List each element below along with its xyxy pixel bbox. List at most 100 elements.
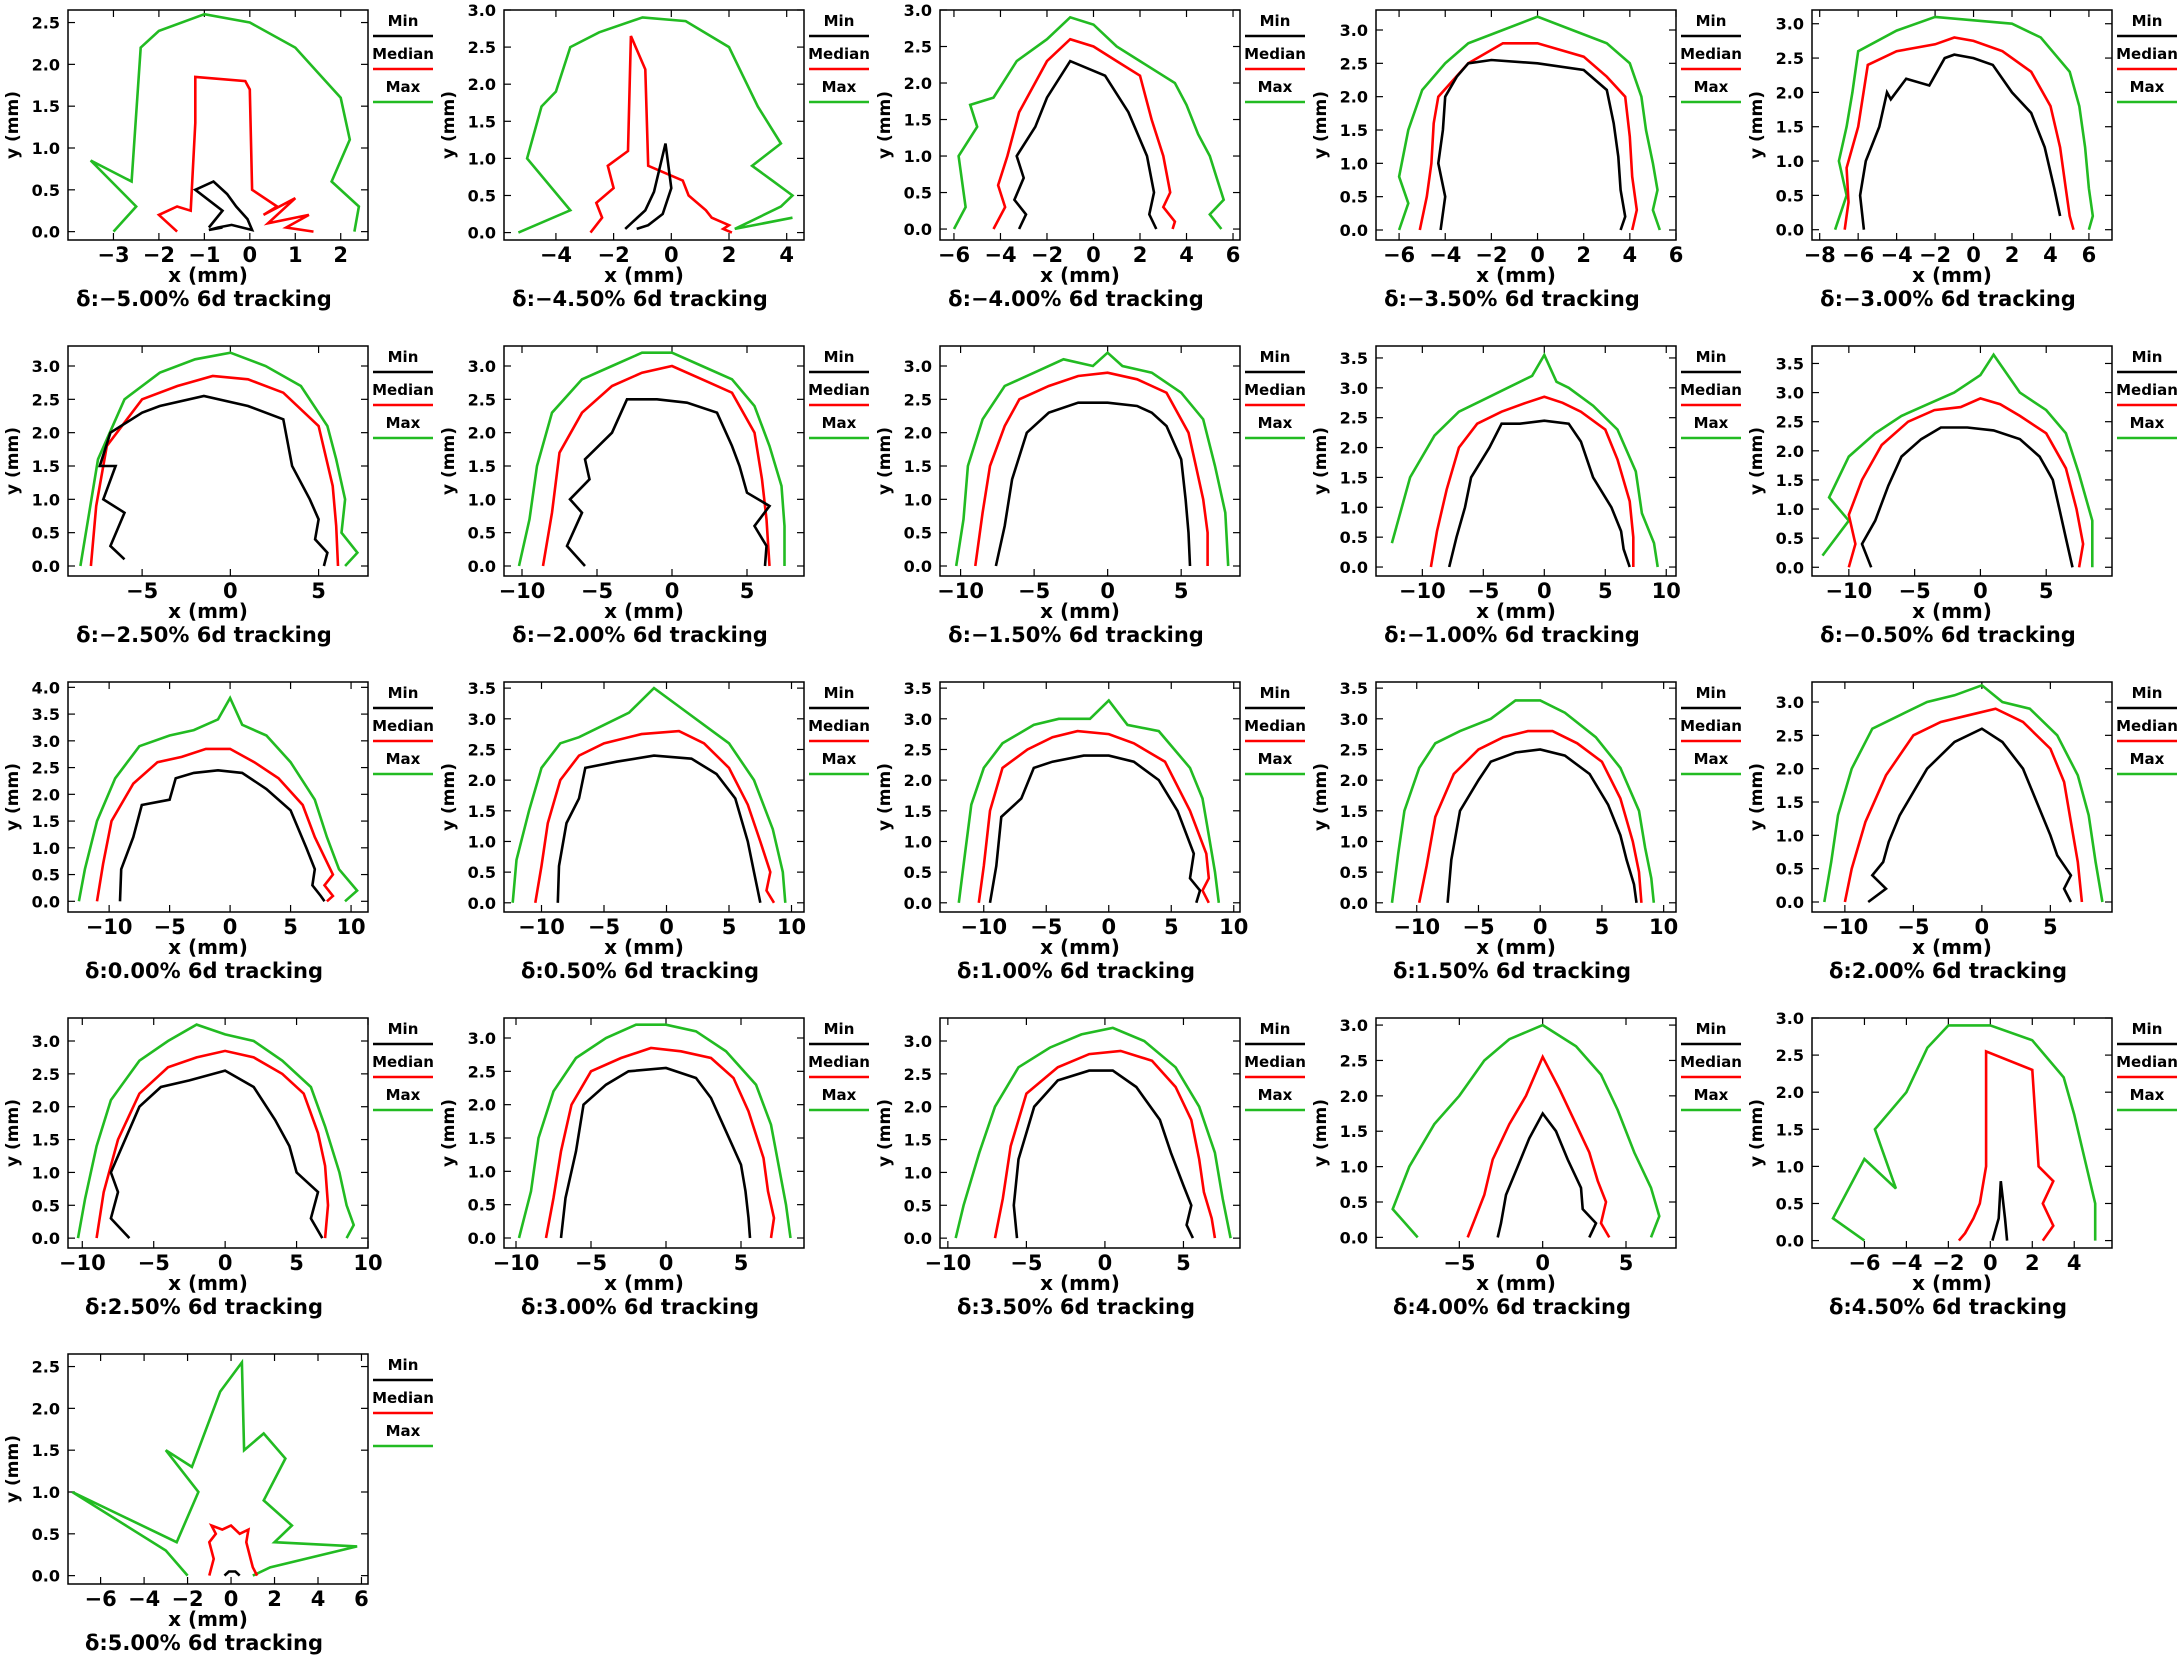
x-tick-label: 2 (2005, 243, 2020, 267)
y-tick-label: 0.0 (1340, 558, 1368, 577)
chart-panel-15: −10 −5 0 5 0.0 0.5 1.0 1.5 2.0 2.5 3.0 x (mm) y (mm)… (1744, 672, 2180, 1008)
series-line-min (1447, 419, 1631, 568)
plot-frame (503, 1017, 805, 1249)
x-tick-label: 0 (1966, 243, 1981, 267)
y-tick-label: 1.5 (904, 802, 932, 821)
x-tick-label: 10 (1219, 915, 1248, 939)
y-tick-label: 0.5 (1776, 186, 1804, 205)
x-tick-label: −10 (960, 915, 1007, 939)
series-line-min (1012, 1069, 1195, 1239)
chart-svg: −10 −5 0 5 0.0 0.5 1.0 1.5 2.0 2.5 3.0 x (mm) y (mm)… (439, 1017, 870, 1319)
y-axis-label: y (mm) (439, 427, 459, 495)
series-line-min (1860, 426, 2074, 568)
legend-max-label: Max (822, 750, 857, 768)
x-tick-label: 10 (777, 915, 806, 939)
y-tick-label: 3.0 (468, 1, 496, 20)
y-tick-label: 3.5 (32, 705, 60, 724)
x-tick-label: −4 (1890, 1251, 1922, 1275)
y-tick-label: 3.0 (1776, 693, 1804, 712)
chart-svg: −6 −4 −2 0 2 4 6 0.0 0.5 1.0 1.5 2.0 2.5 3.0 x (mm) y (… (875, 1, 1306, 311)
x-tick-label: −2 (1919, 243, 1951, 267)
legend-max-label: Max (386, 414, 421, 432)
chart-title: δ:3.00% 6d tracking (521, 1295, 759, 1319)
y-tick-label: 2.0 (468, 1096, 496, 1115)
x-tick-label: 4 (1623, 243, 1638, 267)
y-tick-label: 2.5 (904, 38, 932, 57)
y-tick-label: 0.0 (1776, 1232, 1804, 1251)
x-tick-label: −4 (128, 1587, 160, 1611)
x-tick-label: −10 (1393, 915, 1440, 939)
chart-title: δ:4.50% 6d tracking (1829, 1295, 2067, 1319)
series-line-max (1823, 683, 2104, 903)
x-axis-label: x (mm) (1912, 599, 1992, 623)
chart-svg: −10 −5 0 5 10 0.0 0.5 1.0 1.5 2.0 2.5 3.0 3.5 4.0 x (m… (3, 678, 434, 983)
series-line-median (1957, 1049, 2055, 1242)
y-tick-label: 0.5 (904, 184, 932, 203)
y-axis-label: y (mm) (1747, 427, 1767, 495)
y-axis-label: y (mm) (439, 1099, 459, 1167)
y-tick-label: 3.0 (468, 357, 496, 376)
y-tick-label: 2.0 (32, 785, 60, 804)
y-tick-label: 0.5 (468, 863, 496, 882)
series-line-min (1436, 58, 1627, 231)
y-tick-label: 0.0 (1776, 558, 1804, 577)
plot-frame (67, 681, 369, 913)
x-tick-label: 10 (336, 915, 365, 939)
legend-median-label: Median (2116, 1053, 2178, 1071)
y-tick-label: 2.0 (32, 1399, 60, 1418)
x-tick-label: −6 (1842, 243, 1874, 267)
legend-median-label: Median (1680, 717, 1742, 735)
legend-min-label: Min (388, 12, 419, 30)
legend-min-label: Min (824, 348, 855, 366)
y-tick-label: 0.0 (904, 894, 932, 913)
x-tick-label: −10 (1399, 579, 1446, 603)
y-tick-label: 1.5 (904, 457, 932, 476)
x-tick-label: −5 (1467, 579, 1499, 603)
chart-title: δ:4.00% 6d tracking (1393, 1295, 1631, 1319)
x-tick-label: 0 (1098, 1251, 1113, 1275)
chart-panel-14: −10 −5 0 5 10 0.0 0.5 1.0 1.5 2.0 2.5 3.0 3.5 x (mm) y… (1308, 672, 1744, 1008)
y-tick-label: 1.5 (1776, 471, 1804, 490)
chart-title: δ:−5.00% 6d tracking (76, 287, 332, 311)
legend-min-label: Min (1260, 12, 1291, 30)
y-tick-label: 0.5 (32, 524, 60, 543)
y-tick-label: 2.5 (1776, 1046, 1804, 1065)
x-tick-label: 0 (1530, 243, 1545, 267)
y-axis-label: y (mm) (1311, 1099, 1331, 1167)
chart-panel-2: −4 −2 0 2 4 0.0 0.5 1.0 1.5 2.0 2.5 3.0 x (mm) y (mm)… (436, 0, 872, 336)
x-axis-label: x (mm) (1912, 1271, 1992, 1295)
y-tick-label: 0.5 (1340, 188, 1368, 207)
plot-frame (1375, 681, 1677, 913)
series-line-median (589, 35, 733, 234)
legend-median-label: Median (1244, 717, 1306, 735)
x-tick-label: 0 (1533, 915, 1548, 939)
y-tick-label: 1.5 (468, 457, 496, 476)
x-tick-label: −6 (1848, 1251, 1880, 1275)
y-tick-label: 0.0 (468, 894, 496, 913)
x-tick-label: 5 (722, 915, 737, 939)
y-tick-label: 0.5 (32, 866, 60, 885)
y-tick-label: 2.5 (468, 390, 496, 409)
legend-median-label: Median (2116, 717, 2178, 735)
y-tick-label: 0.5 (1776, 1194, 1804, 1213)
legend-max-label: Max (1258, 414, 1293, 432)
y-tick-label: 1.0 (1340, 498, 1368, 517)
legend-max-label: Max (1694, 1086, 1729, 1104)
x-tick-label: −10 (518, 915, 565, 939)
series-line-min (1012, 59, 1158, 230)
x-tick-label: 2 (333, 243, 348, 267)
x-tick-label: 0 (659, 1251, 674, 1275)
y-tick-label: 0.0 (1776, 893, 1804, 912)
y-axis-label: y (mm) (3, 91, 23, 159)
y-tick-label: 2.5 (468, 38, 496, 57)
series-line-max (957, 698, 1221, 903)
y-tick-label: 1.5 (1776, 1120, 1804, 1139)
legend-min-label: Min (1696, 1020, 1727, 1038)
x-tick-label: −2 (1475, 243, 1507, 267)
x-tick-label: 0 (1101, 915, 1116, 939)
legend-median-label: Median (1244, 45, 1306, 63)
x-tick-label: 0 (1983, 1251, 1998, 1275)
x-axis-label: x (mm) (1912, 935, 1992, 959)
chart-title: δ:0.50% 6d tracking (521, 959, 759, 983)
